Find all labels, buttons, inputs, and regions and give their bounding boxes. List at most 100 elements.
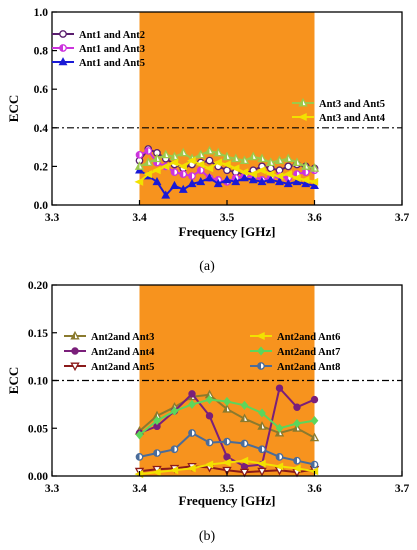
data-point [300,175,310,184]
data-point-shape [239,456,249,465]
data-point [135,430,144,440]
data-point-fill [258,154,262,162]
data-point-shape [169,158,179,167]
data-point-shape [266,164,275,173]
legend-marker-shape [71,347,79,355]
data-point [196,176,206,186]
data-point-shape [256,459,266,468]
data-point [188,429,196,437]
data-point-shape [134,177,144,186]
data-point-shape [258,408,266,418]
data-point [195,160,205,169]
series-1 [135,145,319,178]
legend-item: Ant2and Ant4 [64,347,155,358]
data-point-shape [257,467,267,477]
data-point [275,176,284,186]
data-point [144,147,153,155]
data-point [186,156,196,165]
y-tick-label: 0.20 [28,280,48,292]
data-point-shape [186,464,196,473]
chart-panel-b: 3.3 3.4 3.5 3.6 3.7 0.00 0.05 0.10 0.15 0.20 Frequ… [6,280,409,544]
data-point [248,170,257,179]
data-point [310,416,319,426]
x-tick-label: 3.4 [132,212,147,224]
data-point [213,158,222,167]
data-point [204,460,214,469]
data-point-fill [205,391,210,398]
data-point [301,178,311,188]
data-point-shape [301,178,311,188]
y-tick-label: 0.05 [28,423,48,435]
data-point [257,467,267,477]
x-tick-label: 3.7 [395,212,410,224]
data-point-shape [239,468,250,478]
data-point [309,177,319,186]
data-point [152,153,162,163]
legend-marker [58,57,68,66]
data-point-shape [205,173,214,182]
data-point [223,396,231,407]
panel-caption: (b) [199,529,216,544]
data-point [205,156,214,165]
legend-label: Ant3 and Ant5 [319,99,385,110]
data-point-shape [195,160,205,169]
data-point [283,153,293,163]
data-point-fill [249,152,254,160]
data-point [309,432,320,442]
data-point-shape [223,166,231,175]
legend-marker-fill [71,332,75,339]
legend-label: Ant2and Ant4 [91,347,155,358]
data-point [265,170,275,179]
legend-left: Ant2and Ant3 Ant2and Ant4 Ant2and Ant5 [64,330,155,373]
data-point [283,170,292,179]
data-point [188,172,196,180]
legend-item: Ant2and Ant5 [64,362,154,373]
legend-label: Ant1 and Ant5 [79,58,145,69]
data-point-fill [310,434,315,441]
legend-marker [70,330,80,340]
data-point [274,155,285,165]
data-point [292,157,302,166]
legend-marker-shape [257,346,265,356]
data-point-fill [285,174,289,182]
data-point [205,438,214,447]
data-point-fill [240,156,245,164]
data-point [135,150,144,159]
data-point [293,418,301,429]
data-point-shape [291,464,301,473]
data-point-shape [151,166,161,175]
legend-marker-shape [58,57,68,66]
data-point-shape [283,170,292,179]
data-point-fill [214,149,219,156]
legend-item: Ant3 and Ant4 [292,113,386,124]
data-point [151,166,161,175]
data-point-shape [256,166,266,175]
data-point [186,464,196,473]
data-point [275,453,284,461]
data-point [169,151,180,161]
x-tick-label: 3.7 [395,483,410,495]
data-point [231,153,241,163]
data-point [266,164,275,173]
legend-label: Ant1 and Ant3 [79,44,145,55]
data-point [204,145,215,155]
x-tick-label: 3.6 [307,212,322,224]
legend-marker-shape [59,30,67,38]
data-point-shape [266,175,276,184]
data-point-fill [284,154,289,162]
data-point-fill [153,154,157,162]
legend-item: Ant1 and Ant2 [52,30,145,41]
data-point-fill [310,164,315,172]
data-point [221,458,231,467]
data-point [178,147,188,157]
data-point-shape [153,416,161,426]
series-4 [134,456,319,479]
x-tick-label: 3.5 [220,212,235,224]
legend-marker [298,97,308,107]
data-point [223,453,231,461]
legend-marker [255,332,265,340]
legend-marker [59,44,67,52]
data-point-fill [258,422,262,430]
data-point-shape [135,430,144,440]
data-point [169,466,179,475]
